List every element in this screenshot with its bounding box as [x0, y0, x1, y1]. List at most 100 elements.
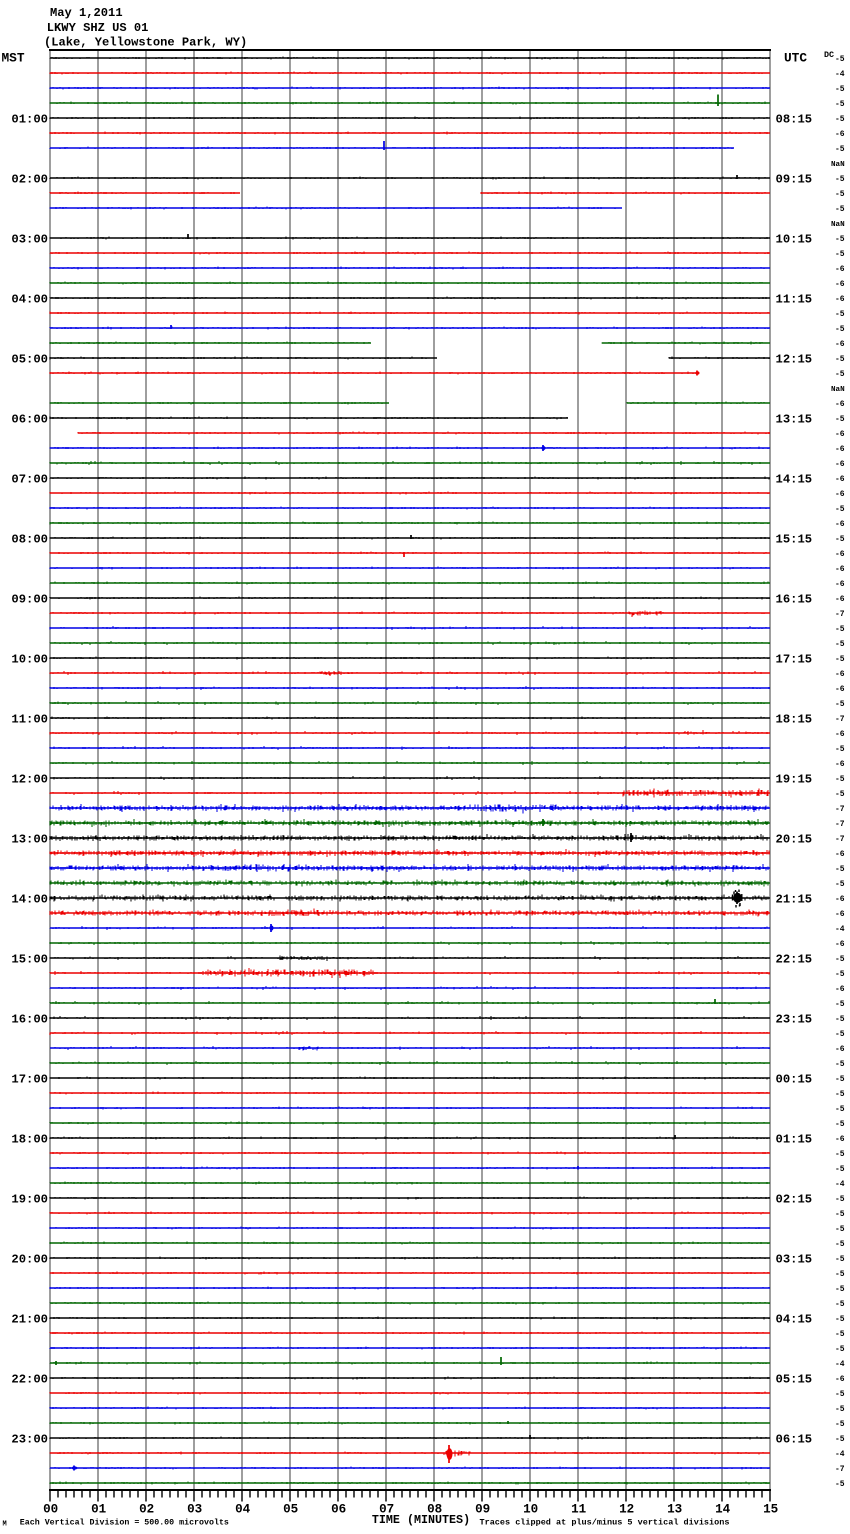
svg-text:04:15: 04:15: [776, 1313, 813, 1327]
svg-text:19:15: 19:15: [776, 773, 813, 787]
svg-text:-5: -5: [835, 1255, 845, 1264]
svg-text:-6: -6: [835, 520, 845, 529]
svg-text:19:00: 19:00: [11, 1193, 48, 1207]
svg-text:-7: -7: [835, 835, 845, 844]
svg-text:-5: -5: [835, 310, 845, 319]
svg-text:-6: -6: [835, 445, 845, 454]
svg-text:-5: -5: [835, 1435, 845, 1444]
svg-text:M: M: [3, 1521, 7, 1529]
svg-text:05: 05: [283, 1502, 298, 1516]
svg-text:-4: -4: [835, 1450, 845, 1459]
svg-text:-4: -4: [835, 1180, 845, 1189]
svg-text:-5: -5: [835, 535, 845, 544]
svg-text:-6: -6: [835, 730, 845, 739]
svg-text:-5: -5: [835, 145, 845, 154]
svg-text:-5: -5: [835, 790, 845, 799]
svg-text:-7: -7: [835, 610, 845, 619]
svg-text:10:00: 10:00: [11, 653, 48, 667]
svg-text:-5: -5: [835, 1345, 845, 1354]
svg-text:03:00: 03:00: [11, 233, 48, 247]
svg-text:LKWY SHZ US 01: LKWY SHZ US 01: [47, 21, 149, 35]
svg-text:-4: -4: [835, 925, 845, 934]
svg-text:-5: -5: [835, 100, 845, 109]
svg-text:-5: -5: [835, 955, 845, 964]
svg-text:05:00: 05:00: [11, 353, 48, 367]
svg-text:NaN: NaN: [831, 221, 845, 229]
svg-text:21:00: 21:00: [11, 1313, 48, 1327]
svg-text:21:15: 21:15: [776, 893, 813, 907]
svg-text:18:00: 18:00: [11, 1133, 48, 1147]
svg-text:11: 11: [571, 1502, 587, 1516]
svg-text:-5: -5: [835, 55, 845, 64]
svg-text:-5: -5: [835, 1120, 845, 1129]
svg-text:-7: -7: [835, 820, 845, 829]
svg-text:-5: -5: [835, 1240, 845, 1249]
svg-text:MST: MST: [2, 51, 25, 66]
svg-text:-6: -6: [835, 1375, 845, 1384]
svg-text:06:00: 06:00: [11, 413, 48, 427]
svg-text:-7: -7: [835, 1465, 845, 1474]
svg-text:(Lake, Yellowstone Park, WY): (Lake, Yellowstone Park, WY): [44, 36, 247, 50]
svg-text:04: 04: [235, 1502, 251, 1516]
svg-text:01: 01: [91, 1502, 107, 1516]
svg-text:-6: -6: [835, 295, 845, 304]
svg-text:Each Vertical Division = 500.: Each Vertical Division = 500.00 microvol…: [20, 1518, 229, 1528]
svg-text:-6: -6: [835, 280, 845, 289]
svg-text:01:00: 01:00: [11, 113, 48, 127]
svg-text:07:00: 07:00: [11, 473, 48, 487]
svg-text:16:15: 16:15: [776, 593, 813, 607]
svg-text:-5: -5: [835, 745, 845, 754]
svg-text:-5: -5: [835, 1300, 845, 1309]
svg-text:03: 03: [187, 1502, 202, 1516]
svg-text:08:00: 08:00: [11, 533, 48, 547]
svg-text:20:00: 20:00: [11, 1253, 48, 1267]
svg-text:14: 14: [715, 1502, 731, 1516]
svg-text:-5: -5: [835, 115, 845, 124]
svg-text:-5: -5: [835, 505, 845, 514]
svg-text:-5: -5: [835, 880, 845, 889]
svg-text:17:15: 17:15: [776, 653, 813, 667]
svg-text:09: 09: [475, 1502, 490, 1516]
svg-text:-5: -5: [835, 250, 845, 259]
svg-text:-5: -5: [835, 1225, 845, 1234]
svg-text:22:00: 22:00: [11, 1373, 48, 1387]
svg-text:-6: -6: [835, 1045, 845, 1054]
svg-text:14:00: 14:00: [11, 893, 48, 907]
svg-text:NaN: NaN: [831, 161, 845, 169]
svg-text:-5: -5: [835, 1105, 845, 1114]
svg-text:-6: -6: [835, 550, 845, 559]
svg-text:-4: -4: [835, 70, 845, 79]
svg-text:-6: -6: [835, 475, 845, 484]
svg-text:00:15: 00:15: [776, 1073, 813, 1087]
svg-text:-6: -6: [835, 490, 845, 499]
svg-text:-5: -5: [835, 1405, 845, 1414]
svg-text:-5: -5: [835, 625, 845, 634]
svg-text:-6: -6: [835, 460, 845, 469]
svg-text:May 1,2011: May 1,2011: [50, 6, 123, 20]
svg-text:-6: -6: [835, 985, 845, 994]
svg-text:-5: -5: [835, 655, 845, 664]
svg-text:-5: -5: [835, 1030, 845, 1039]
svg-text:-6: -6: [835, 685, 845, 694]
svg-text:13:00: 13:00: [11, 833, 48, 847]
svg-text:-6: -6: [835, 595, 845, 604]
svg-text:-5: -5: [835, 1150, 845, 1159]
svg-text:11:00: 11:00: [11, 713, 48, 727]
svg-text:-5: -5: [835, 325, 845, 334]
svg-text:NaN: NaN: [831, 386, 845, 394]
svg-text:-5: -5: [835, 1270, 845, 1279]
svg-text:09:15: 09:15: [776, 173, 813, 187]
svg-text:18:15: 18:15: [776, 713, 813, 727]
svg-text:-5: -5: [835, 1090, 845, 1099]
svg-text:-5: -5: [835, 1210, 845, 1219]
svg-text:20:15: 20:15: [776, 833, 813, 847]
svg-text:-6: -6: [835, 430, 845, 439]
svg-text:-7: -7: [835, 805, 845, 814]
svg-text:12:00: 12:00: [11, 773, 48, 787]
svg-text:-7: -7: [835, 715, 845, 724]
svg-text:-5: -5: [835, 1015, 845, 1024]
svg-text:-6: -6: [835, 400, 845, 409]
svg-text:-5: -5: [835, 85, 845, 94]
svg-text:-5: -5: [835, 1390, 845, 1399]
svg-text:07: 07: [379, 1502, 394, 1516]
